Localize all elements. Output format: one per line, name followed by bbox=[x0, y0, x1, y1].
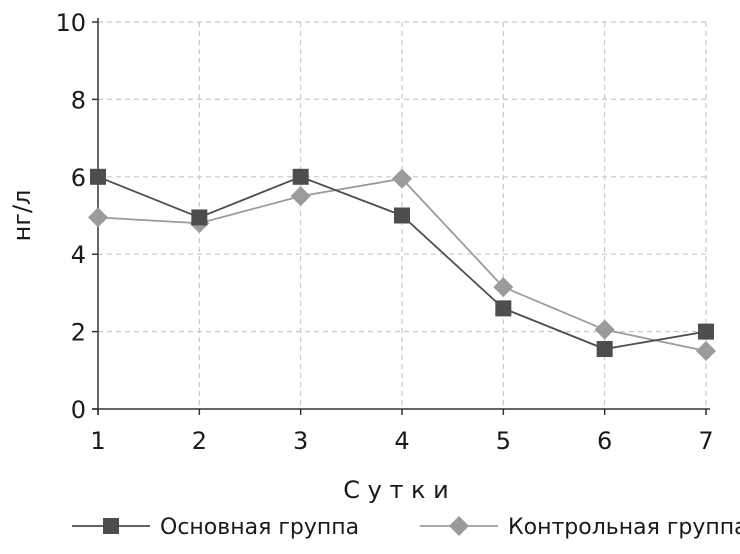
legend-label-main-group: Основная группа bbox=[160, 515, 359, 540]
legend: Основная группа Контрольная группа bbox=[72, 515, 740, 540]
point-control-group bbox=[88, 207, 108, 228]
y-tick-label: 10 bbox=[55, 9, 86, 37]
point-main-group bbox=[596, 341, 613, 358]
y-tick-label: 0 bbox=[71, 396, 86, 424]
legend-item-main-group: Основная группа bbox=[72, 515, 359, 540]
y-tick-label: 8 bbox=[71, 86, 86, 114]
series-control-group bbox=[88, 168, 716, 361]
point-control-group bbox=[493, 277, 514, 298]
legend-item-control-group: Контрольная группа bbox=[420, 515, 740, 540]
point-main-group bbox=[394, 207, 410, 224]
x-tick-label: 1 bbox=[90, 427, 105, 455]
y-tick-label: 2 bbox=[71, 319, 86, 347]
legend-label-control-group: Контрольная группа bbox=[508, 515, 740, 540]
point-control-group bbox=[392, 168, 412, 189]
point-main-group bbox=[292, 168, 309, 185]
x-tick-label: 7 bbox=[698, 427, 713, 455]
legend-marker-main-group bbox=[103, 518, 119, 534]
x-tick-label: 2 bbox=[192, 427, 207, 455]
x-tick-label: 5 bbox=[496, 427, 511, 455]
series-group bbox=[88, 168, 716, 361]
y-tick-label: 4 bbox=[71, 241, 86, 269]
x-tick-label: 3 bbox=[293, 427, 308, 455]
x-axis-title: С у т к и bbox=[343, 476, 449, 504]
legend-marker-control-group bbox=[449, 516, 469, 536]
point-main-group bbox=[698, 323, 714, 340]
y-axis-title: нг/л bbox=[8, 190, 36, 242]
point-main-group bbox=[495, 300, 512, 317]
x-tick-label: 4 bbox=[394, 427, 409, 455]
point-control-group bbox=[290, 186, 311, 207]
series-main-group bbox=[90, 168, 714, 358]
point-control-group bbox=[594, 319, 615, 340]
x-tick-label: 6 bbox=[597, 427, 612, 455]
y-tick-label: 6 bbox=[71, 164, 86, 192]
point-main-group bbox=[191, 209, 208, 226]
point-main-group bbox=[90, 168, 106, 185]
point-control-group bbox=[696, 340, 716, 361]
